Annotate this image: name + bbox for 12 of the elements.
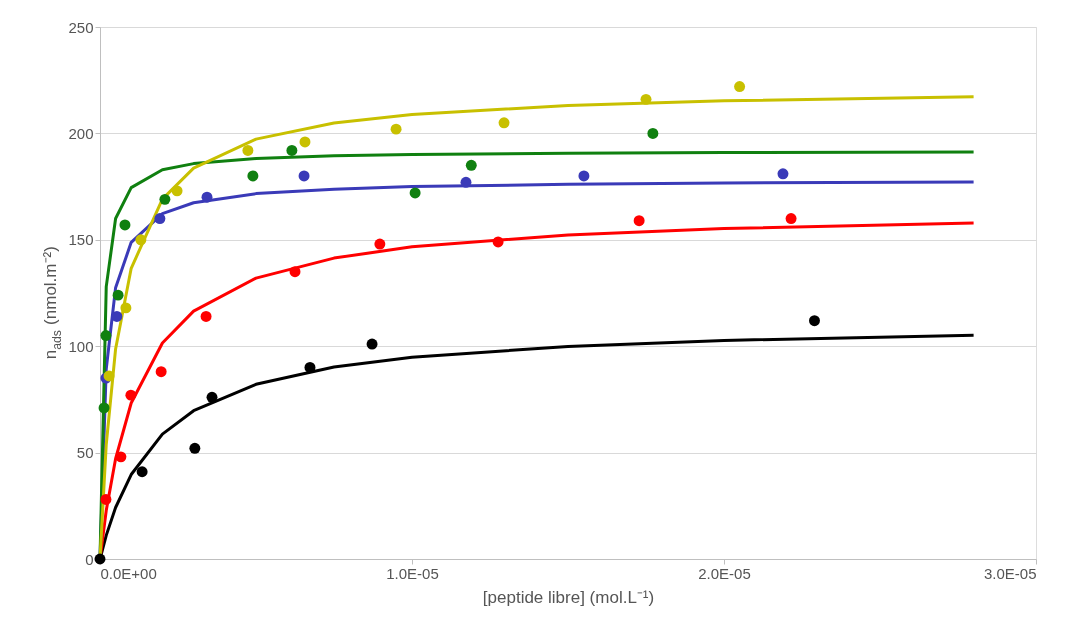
x-tick-label: 0.0E+00	[100, 564, 157, 582]
y-axis-title: nads (nmol.m⁻²)	[41, 246, 64, 360]
x-tick-label: 1.0E-05	[386, 564, 439, 582]
y-tick-label: 200	[68, 124, 94, 142]
y-tick-label: 150	[68, 231, 94, 249]
y-tick-label: 100	[68, 337, 94, 355]
x-tick-label: 3.0E-05	[983, 564, 1037, 582]
y-tick-label: 0	[85, 550, 94, 568]
x-axis-title: [peptide libre] (mol.L⁻¹)	[482, 587, 655, 607]
y-tick-label: 50	[76, 444, 94, 462]
x-tick-label: 2.0E-05	[698, 564, 751, 582]
y-tick-label: 250	[68, 18, 94, 36]
